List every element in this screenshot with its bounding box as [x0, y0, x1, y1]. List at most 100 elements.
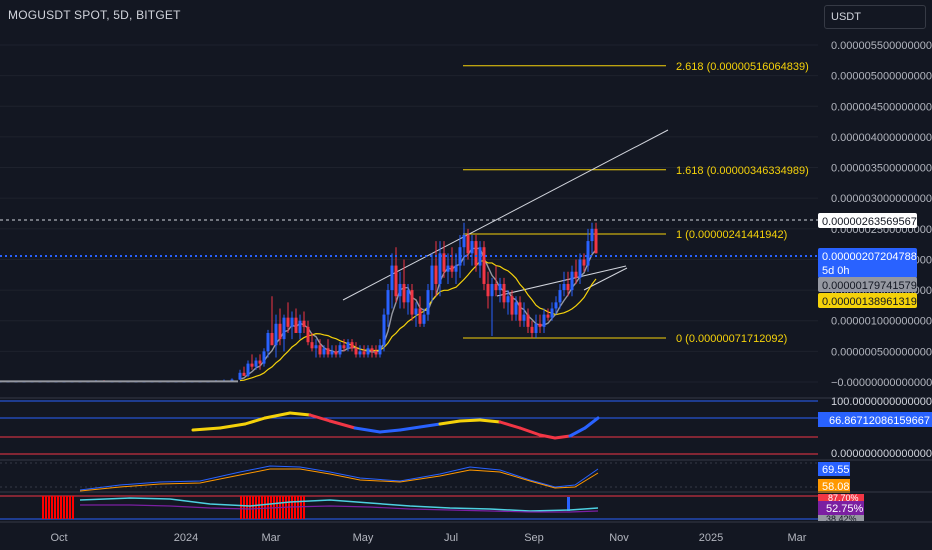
candle-body — [382, 314, 386, 346]
y-tick-label: 0.0000030000000000 — [831, 193, 932, 205]
fib-level-label: 1 (0.00000241441942) — [676, 229, 787, 241]
oscillator-pane: 87.70%52.75%38.42% — [0, 491, 932, 524]
candle-body — [514, 302, 518, 315]
candle-body — [522, 314, 526, 321]
candle-body — [414, 308, 418, 315]
osc-histogram-bar — [294, 496, 296, 519]
candle-body — [362, 351, 366, 355]
stoch-k-line — [79, 465, 599, 491]
candle-body — [518, 302, 522, 321]
rsi-line-segment — [328, 419, 357, 430]
candle-body — [422, 314, 426, 324]
rsi-line-segment — [378, 428, 402, 434]
candle-body — [406, 290, 410, 303]
osc-histogram-bar — [57, 496, 59, 519]
osc-histogram-bar — [255, 496, 257, 519]
candle-body — [534, 323, 538, 333]
rsi-line-segment — [538, 433, 557, 440]
candle-body — [398, 283, 402, 297]
rsi-line-segment — [218, 422, 247, 430]
candle-body — [394, 265, 398, 297]
time-axis[interactable]: Oct 2024 Mar May Jul Sep Nov 2025 Mar — [0, 521, 932, 544]
candle-body — [582, 259, 586, 266]
symbol-title: MOGUSDT SPOT, 5D, BITGET — [8, 8, 181, 22]
candle-body — [230, 379, 234, 381]
stoch-k-tag — [818, 462, 850, 476]
candle-body — [494, 283, 498, 291]
candle-body — [262, 351, 266, 364]
candle-body — [378, 345, 382, 355]
osc-histogram-bar — [246, 496, 248, 519]
osc-histogram-bar — [240, 496, 242, 519]
rsi-pane: 100.0000000000000000 66.86712086159667 0.0… — [0, 396, 932, 460]
grid-lines — [0, 44, 818, 383]
candle-body — [586, 241, 590, 266]
candle-body — [426, 290, 430, 315]
osc-value-mid: 52.75% — [826, 503, 864, 515]
candle-body — [550, 308, 554, 318]
candle-body — [562, 283, 566, 291]
candle-body — [506, 296, 510, 303]
candle-body — [346, 342, 350, 349]
y-tick-label: −0.0000000000000000 — [831, 377, 932, 389]
candle-body — [270, 332, 274, 346]
candle-body — [570, 271, 574, 291]
rsi-line-segment — [263, 411, 292, 420]
rsi-label-0: 0.0000000000000000 — [831, 448, 932, 460]
osc-histogram-bar — [45, 496, 47, 519]
candle-body — [462, 234, 466, 248]
osc-histogram-bar — [72, 496, 74, 519]
candle-body — [454, 265, 458, 272]
y-tick-label: 0.0000055000000000 — [831, 40, 932, 52]
rsi-line-segment — [288, 411, 312, 417]
rsi-line-segment — [308, 413, 332, 423]
price-tags: 0.0000026356956​7 0.00000207204788 5d 0h 0.… — [818, 213, 917, 308]
price-tag-white — [818, 213, 917, 228]
x-tick-label: Mar — [788, 532, 807, 544]
candle-body — [302, 320, 306, 327]
y-tick-label: 0.0000010000000000 — [831, 316, 932, 328]
candle-body — [546, 314, 550, 318]
osc-histogram-bar — [300, 496, 302, 519]
price-tag-gray — [818, 277, 917, 292]
y-tick-label: 0.0000050000000000 — [831, 71, 932, 83]
x-tick-label: Sep — [524, 532, 544, 544]
candle-body — [286, 317, 290, 327]
candle-body — [390, 265, 394, 291]
osc-histogram-bar — [63, 496, 65, 519]
candle-body — [326, 348, 330, 355]
osc-histogram-bar — [69, 496, 71, 519]
candle-body — [238, 372, 242, 380]
ma-fast-line — [239, 247, 597, 380]
currency-button[interactable]: USDT — [824, 5, 926, 29]
candle-body — [338, 345, 342, 355]
price-tag-value: 0.0000026356956​7 — [822, 216, 917, 228]
candle-body — [298, 320, 302, 333]
candle-body — [290, 317, 294, 327]
candle-body — [558, 290, 562, 303]
x-tick-label: Oct — [50, 532, 67, 544]
candle-body — [386, 290, 390, 315]
candle-body — [538, 323, 542, 327]
rsi-line-segment — [243, 416, 267, 426]
candle-body — [590, 228, 594, 242]
moving-averages — [239, 247, 597, 382]
candle-body — [274, 323, 278, 346]
main-price-pane: 2.618 (0.00000516064839) 1.618 (0.0000034… — [0, 44, 818, 383]
candle-body — [474, 241, 478, 266]
ma-slow-line — [239, 260, 597, 382]
candle-body — [350, 342, 354, 349]
price-tag-value: 0.00000179741579 — [822, 280, 917, 292]
candle-body — [574, 271, 578, 278]
candle-body — [578, 259, 582, 278]
osc-histogram-bar — [60, 496, 62, 519]
candle-body — [446, 265, 450, 272]
fib-level-label: 0 (0.00000071712092) — [676, 333, 787, 345]
candle-body — [530, 326, 534, 333]
candle-body — [470, 241, 474, 254]
candle-body — [466, 234, 470, 254]
fib-retracement[interactable]: 2.618 (0.00000516064839) 1.618 (0.0000034… — [463, 61, 809, 345]
osc-histogram-bar — [303, 496, 305, 519]
candle-body — [430, 265, 434, 291]
